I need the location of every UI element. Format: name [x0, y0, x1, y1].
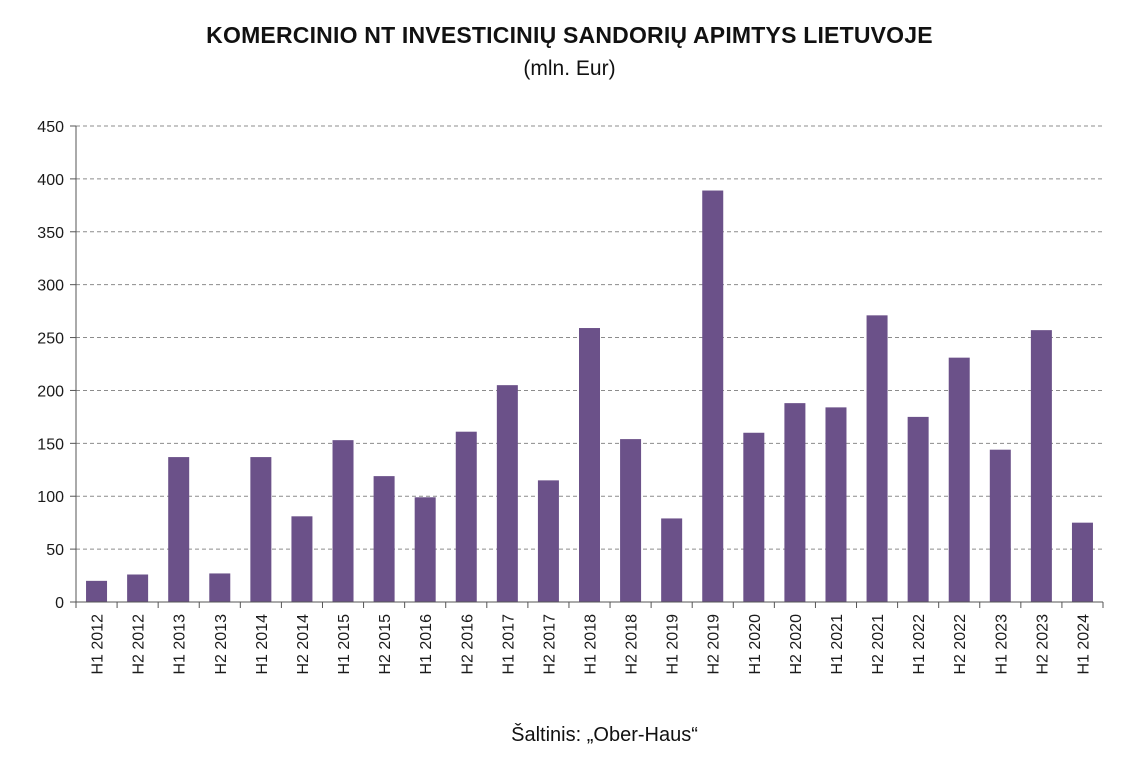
x-tick-label: H1 2019 — [665, 614, 682, 675]
bar — [332, 440, 354, 602]
x-tick-label: H2 2016 — [459, 614, 476, 675]
source-note: Šaltinis: „Ober-Haus“ — [511, 724, 698, 746]
x-tick-label: H1 2021 — [829, 614, 846, 675]
x-tick-label: H1 2023 — [993, 614, 1010, 675]
bar — [702, 190, 724, 602]
y-tick-label: 150 — [37, 436, 64, 453]
bar — [866, 315, 888, 602]
bar — [373, 476, 395, 602]
x-axis-ticks: H1 2012 H2 2012 H1 2013 H2 2013 H1 2014 H2 20… — [75, 602, 1104, 675]
x-tick-label: H2 2013 — [213, 614, 230, 675]
bar — [168, 457, 190, 602]
axes — [75, 126, 1103, 603]
y-tick-label: 0 — [55, 595, 64, 612]
x-tick-label: H1 2024 — [1075, 614, 1092, 675]
bar — [209, 573, 231, 602]
x-tick-label: H2 2015 — [377, 614, 394, 675]
bar — [291, 516, 313, 602]
x-tick-label: H1 2016 — [418, 614, 435, 675]
x-tick-label: H2 2022 — [952, 614, 969, 675]
bar — [825, 407, 847, 602]
x-tick-label: H2 2019 — [706, 614, 723, 675]
x-tick-label: H1 2022 — [911, 614, 928, 675]
x-tick-label: H2 2017 — [541, 614, 558, 675]
bar — [907, 416, 929, 602]
bar-series — [86, 190, 1093, 602]
bar — [620, 439, 642, 602]
x-tick-label: H2 2014 — [295, 614, 312, 675]
y-tick-label: 300 — [37, 278, 64, 295]
bar — [989, 449, 1011, 602]
x-tick-label: H1 2015 — [336, 614, 353, 675]
bar — [743, 432, 765, 602]
y-tick-label: 100 — [37, 489, 64, 506]
x-tick-label: H2 2023 — [1034, 614, 1051, 675]
y-tick-label: 450 — [37, 119, 64, 136]
bar — [948, 357, 970, 602]
bar — [250, 457, 272, 602]
x-tick-label: H1 2017 — [500, 614, 517, 675]
y-tick-label: 200 — [37, 383, 64, 400]
bar — [86, 580, 108, 602]
chart-title: KOMERCINIO NT INVESTICINIŲ SANDORIŲ APIM… — [206, 22, 933, 48]
bar — [579, 328, 600, 602]
bar — [784, 403, 806, 602]
y-tick-label: 50 — [46, 542, 64, 559]
x-tick-label: H1 2013 — [172, 614, 189, 675]
bar — [1030, 330, 1052, 602]
bar — [455, 431, 477, 602]
y-axis-ticks: 0 50 100 150 200 250 300 350 400 450 — [37, 119, 76, 612]
y-tick-label: 400 — [37, 172, 64, 189]
x-tick-label: H2 2018 — [624, 614, 641, 675]
bar — [537, 480, 559, 602]
x-tick-label: H2 2021 — [870, 614, 887, 675]
x-tick-label: H1 2014 — [254, 614, 271, 675]
x-tick-label: H2 2012 — [131, 614, 148, 675]
x-tick-label: H1 2018 — [583, 614, 600, 675]
chart-subtitle: (mln. Eur) — [523, 57, 616, 80]
bar — [1071, 522, 1093, 602]
bar — [127, 574, 149, 602]
x-tick-label: H2 2020 — [788, 614, 805, 675]
x-tick-label: H1 2020 — [747, 614, 764, 675]
y-tick-label: 350 — [37, 225, 64, 242]
bar — [496, 385, 518, 602]
bar — [414, 497, 436, 602]
y-tick-label: 250 — [37, 331, 64, 348]
bar — [661, 518, 683, 602]
x-tick-label: H1 2012 — [90, 614, 107, 675]
